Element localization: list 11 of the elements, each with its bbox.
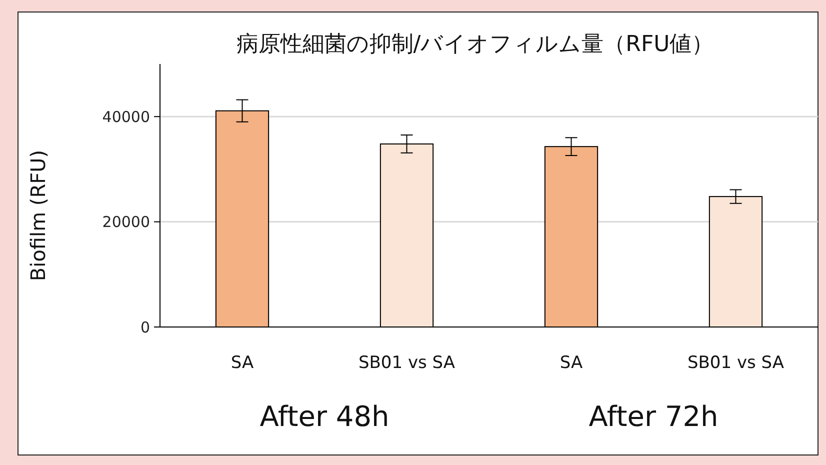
y-tick-label: 40000 — [102, 108, 150, 126]
chart-title: 病原性細菌の抑制/バイオフィルム量（RFU値） — [236, 32, 714, 57]
y-axis-title: Biofilm (RFU) — [26, 150, 50, 282]
x-tick-label: SA — [560, 353, 583, 373]
x-tick-label: SB01 vs SA — [687, 353, 784, 373]
y-tick-label: 0 — [140, 318, 150, 336]
x-tick-label: SB01 vs SA — [358, 353, 456, 373]
text: After 48h — [260, 400, 390, 433]
y-tick-label: 20000 — [102, 213, 150, 232]
x-tick-label: SA — [230, 353, 254, 373]
text: After 72h — [588, 400, 718, 433]
